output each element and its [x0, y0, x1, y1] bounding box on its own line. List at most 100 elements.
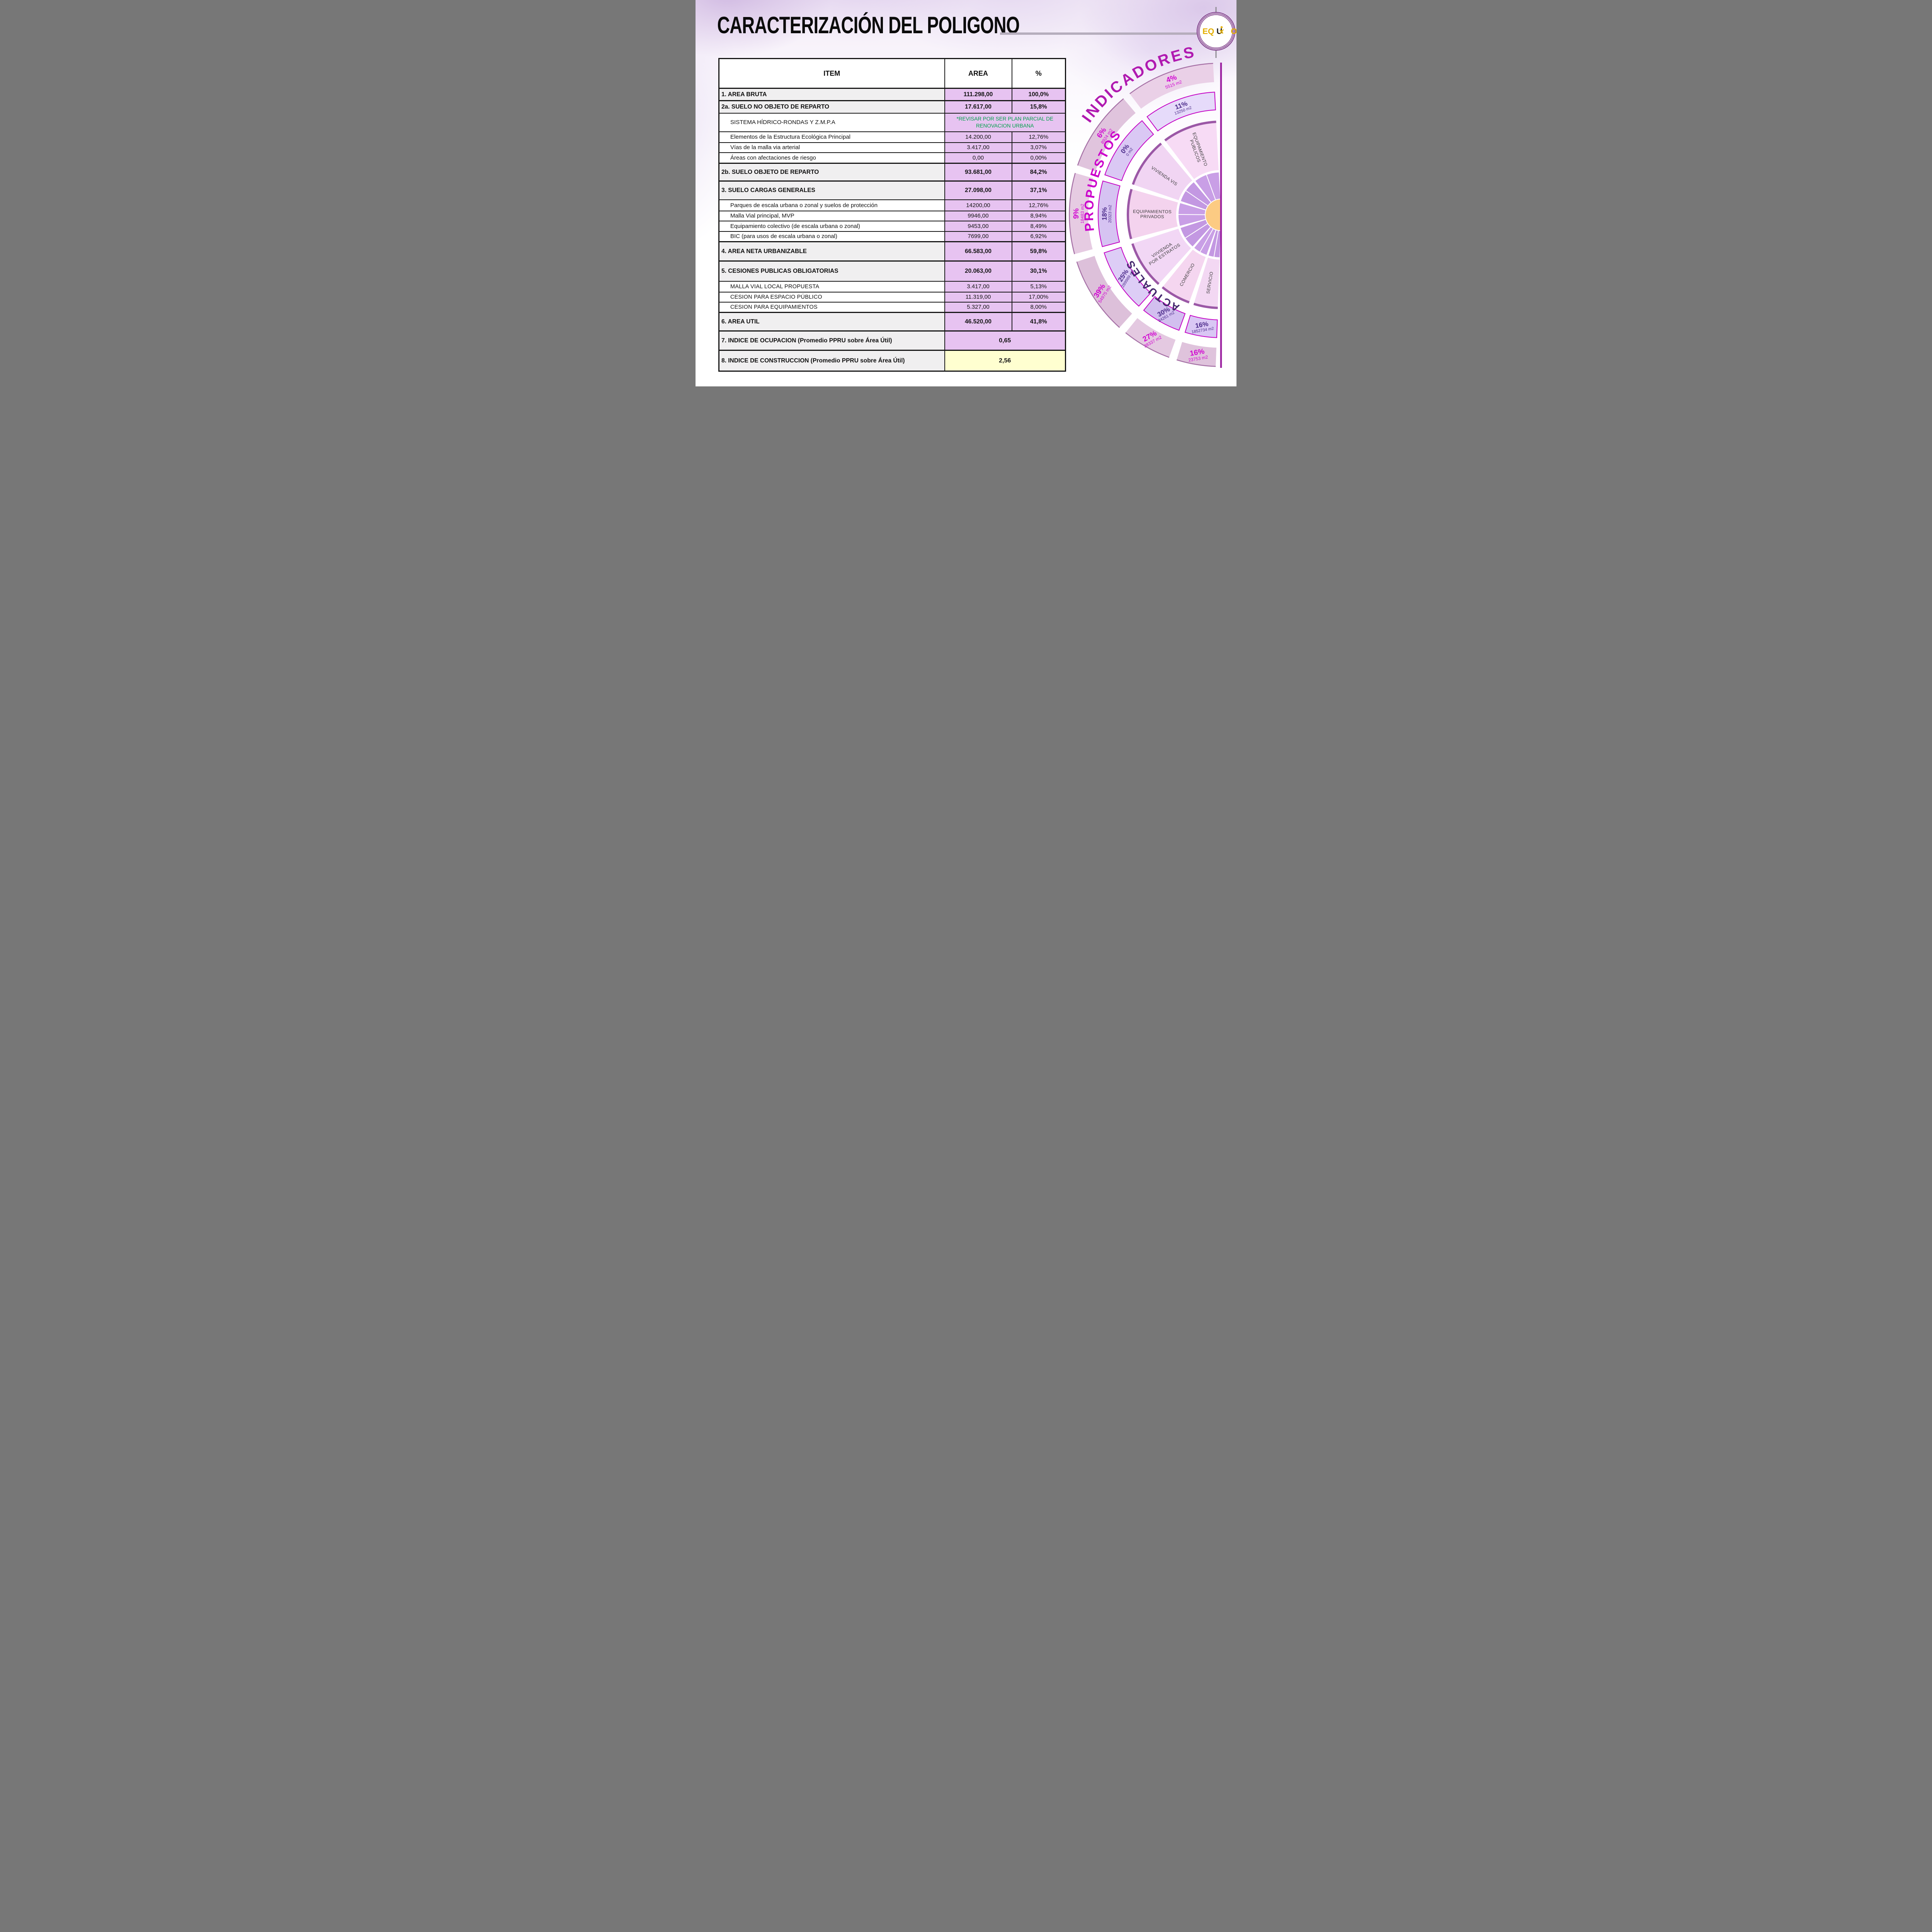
inner-band-divider	[1185, 223, 1208, 238]
use-sector	[1163, 250, 1206, 301]
cell-pct: 8,00%	[1011, 301, 1066, 313]
cell-area: 3.417,00	[944, 281, 1012, 293]
table-row: 2a. SUELO NO OBJETO DE REPARTO 17.617,00 1…	[718, 100, 1066, 114]
propuestos-ring-sector	[1177, 342, 1216, 366]
cell-pct: 12,76%	[1011, 131, 1066, 143]
cell-area: 46.520,00	[944, 312, 1012, 332]
use-sector	[1165, 123, 1219, 179]
table-row: 1. AREA BRUTA 111.298,00 100,0%	[718, 88, 1066, 101]
cell-pct: 8,49%	[1011, 220, 1066, 232]
table-row: 5. CESIONES PUBLICAS OBLIGATORIAS 20.063,…	[718, 260, 1066, 282]
poligono-table: ITEM AREA % 1. AREA BRUTA 111.298,00 100,0…	[718, 58, 1066, 372]
cell-item: 1. AREA BRUTA	[718, 88, 945, 101]
pink-band-outer-arc	[1193, 303, 1218, 309]
table-row: Áreas con afectaciones de riesgo 0,00 0,00…	[718, 152, 1066, 164]
cell-item: Vías de la malla via arterial	[718, 142, 945, 153]
cell-area: 66.583,00	[944, 241, 1012, 262]
col-header-pct: %	[1011, 58, 1066, 89]
outer-edge-arc	[1077, 98, 1124, 166]
use-sector	[1129, 189, 1178, 239]
inner-band-divider	[1213, 231, 1219, 257]
cell-area: 27.098,00	[944, 180, 1012, 200]
cell-area: 17.617,00	[944, 100, 1012, 114]
page-title: CARACTERIZACIÓN DEL POLIGONO	[717, 12, 1020, 39]
cell-area: 111.298,00	[944, 88, 1012, 101]
use-sector	[1134, 144, 1192, 201]
table-row: 7. INDICE DE OCUPACION (Promedio PPRU so…	[718, 330, 1066, 351]
cell-pct: 6,92%	[1011, 231, 1066, 242]
propuestos-ring-sector	[1078, 99, 1136, 172]
pink-band-outer-arc	[1162, 286, 1190, 304]
person-icon	[1219, 26, 1224, 34]
outer-ring-label: 9% 18483 m2	[1072, 204, 1085, 223]
cell-area: 0,00	[944, 152, 1012, 164]
table-row: Parques de escala urbana o zonal y suelo…	[718, 199, 1066, 211]
table-row: 2b. SUELO OBJETO DE REPARTO 93.681,00 84,2…	[718, 163, 1066, 182]
propuestos-ring-sector	[1070, 173, 1094, 254]
poligono-table-body: 1. AREA BRUTA 111.298,00 100,0% 2a. SUELO N…	[718, 88, 1066, 372]
cell-pct: 15,8%	[1011, 100, 1066, 114]
actuales-ring-sector	[1143, 296, 1186, 331]
outer-edge-arc	[1125, 332, 1170, 358]
table-row: Malla Vial principal, MVP 9946,00 8,94%	[718, 210, 1066, 221]
cell-pct: 0,00%	[1011, 152, 1066, 164]
logo-circle-inner	[1199, 14, 1233, 48]
inner-band-divider	[1199, 229, 1214, 252]
ring2-m2-label: 20323 m2	[1108, 205, 1112, 223]
cell-item: SISTEMA HÍDRICO-RONDAS Y Z.M.P.A	[718, 112, 945, 132]
pink-band-outer-arc	[1164, 121, 1216, 141]
inner-band-divider	[1185, 190, 1208, 206]
cell-item: Equipamiento colectivo (de escala urbana…	[718, 220, 945, 232]
table-row: 4. AREA NETA URBANIZABLE 66.583,00 59,8%	[718, 241, 1066, 262]
outer-edge-arc	[1069, 173, 1076, 254]
cell-area: 3.417,00	[944, 142, 1012, 153]
cell-area: 14200,00	[944, 199, 1012, 211]
cell-pct: 5,13%	[1011, 281, 1066, 293]
sector-label: EQUIPAMIENTOS PRIVADOS	[1133, 209, 1172, 219]
pink-band-outer-arc	[1131, 243, 1160, 285]
cell-item: MALLA VIAL LOCAL PROPUESTA	[718, 281, 945, 293]
cell-value-merged: 0,65	[944, 330, 1066, 351]
pink-band-outer-arc	[1127, 189, 1133, 240]
cell-pct: 84,2%	[1011, 163, 1066, 182]
outer-edge-arc	[1176, 359, 1216, 367]
table-row: MALLA VIAL LOCAL PROPUESTA 3.417,00 5,13%	[718, 281, 1066, 293]
cell-item: 8. INDICE DE CONSTRUCCION (Promedio PPRU…	[718, 350, 945, 372]
cell-item: Parques de escala urbana o zonal y suelo…	[718, 199, 945, 211]
cell-pct: 100,0%	[1011, 88, 1066, 101]
cell-area: 9453,00	[944, 220, 1012, 232]
cell-item: CESION PARA EQUIPAMIENTOS	[718, 301, 945, 313]
table-row: Elementos de la Estructura Ecológica Pri…	[718, 131, 1066, 143]
use-sector	[1194, 257, 1219, 307]
table-row: CESION PARA EQUIPAMIENTOS 5.327,00 8,00%	[718, 301, 1066, 313]
cell-item: Elementos de la Estructura Ecológica Pri…	[718, 131, 945, 143]
use-sector	[1133, 228, 1191, 283]
cell-area: 93.681,00	[944, 163, 1012, 182]
cell-item: CESION PARA ESPACIO PÚBLICO	[718, 291, 945, 303]
cell-item: Malla Vial principal, MVP	[718, 210, 945, 221]
table-row: CESION PARA ESPACIO PÚBLICO 11.319,00 17,0…	[718, 291, 1066, 303]
col-header-item: ITEM	[718, 58, 945, 89]
propuestos-ring-sector	[1130, 63, 1214, 109]
title-underline	[1000, 32, 1199, 35]
cell-area: 14.200,00	[944, 131, 1012, 143]
cell-pct: 12,76%	[1011, 199, 1066, 211]
table-row: 8. INDICE DE CONSTRUCCION (Promedio PPRU…	[718, 350, 1066, 372]
cell-area: 20.063,00	[944, 260, 1012, 282]
cell-item: 5. CESIONES PUBLICAS OBLIGATORIAS	[718, 260, 945, 282]
table-row: Vías de la malla via arterial 3.417,00 3,0…	[718, 142, 1066, 153]
actuales-ring-sector	[1184, 315, 1218, 338]
cell-area: 5.327,00	[944, 301, 1012, 313]
slide: CARACTERIZACIÓN DEL POLIGONO EQ U O ITEM…	[696, 0, 1236, 386]
cell-item: 2b. SUELO OBJETO DE REPARTO	[718, 163, 945, 182]
logo-circle-mid	[1198, 13, 1234, 49]
inner-band-divider	[1206, 175, 1216, 200]
table-row: 3. SUELO CARGAS GENERALES 27.098,00 37,1%	[718, 180, 1066, 200]
actuales-ring-sector	[1104, 120, 1154, 181]
actuales-ring-sector	[1104, 247, 1151, 307]
pink-band-outer-arc	[1132, 143, 1162, 185]
cell-pct: 8,94%	[1011, 210, 1066, 221]
cell-pct: 3,07%	[1011, 142, 1066, 153]
inner-band-divider	[1178, 214, 1205, 215]
